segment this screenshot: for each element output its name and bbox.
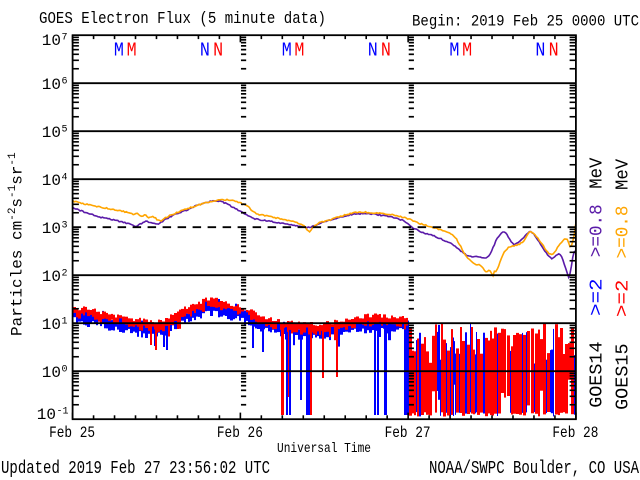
svg-text:NOAA/SWPC Boulder, CO USA: NOAA/SWPC Boulder, CO USA — [429, 459, 639, 479]
svg-text:N: N — [535, 40, 545, 62]
svg-text:Begin: 2019 Feb 25 0000 UTC: Begin: 2019 Feb 25 0000 UTC — [412, 13, 639, 31]
svg-text:M: M — [127, 40, 137, 62]
svg-text:6: 6 — [62, 77, 68, 88]
svg-text:4: 4 — [62, 173, 68, 184]
svg-text:N: N — [381, 40, 391, 62]
svg-text:M: M — [294, 40, 304, 62]
svg-text:10: 10 — [42, 76, 61, 94]
svg-text:N: N — [549, 40, 559, 62]
svg-text:GOES14: GOES14 — [587, 342, 607, 408]
svg-text:Particles cm-2s-1sr-1: Particles cm-2s-1sr-1 — [7, 152, 27, 336]
svg-text:10: 10 — [42, 268, 61, 286]
svg-text:5: 5 — [62, 125, 68, 136]
svg-text:0: 0 — [62, 365, 68, 376]
svg-text:7: 7 — [62, 33, 68, 44]
svg-text:1: 1 — [62, 317, 68, 328]
svg-text:Feb 26: Feb 26 — [217, 424, 263, 442]
svg-text:Feb 27: Feb 27 — [385, 424, 431, 442]
svg-text:M: M — [282, 40, 292, 62]
svg-text:MeV: MeV — [613, 159, 633, 190]
svg-text:10: 10 — [42, 316, 61, 334]
svg-text:>=0.8: >=0.8 — [587, 204, 607, 257]
svg-text:-1: -1 — [57, 406, 69, 417]
svg-text:>=2: >=2 — [587, 278, 607, 316]
svg-text:10: 10 — [37, 406, 56, 424]
svg-text:10: 10 — [42, 124, 61, 142]
svg-text:>=0.8: >=0.8 — [613, 206, 633, 259]
svg-text:Universal Time: Universal Time — [277, 441, 371, 457]
svg-text:M: M — [449, 40, 459, 62]
svg-text:2: 2 — [62, 269, 68, 280]
svg-text:N: N — [368, 40, 378, 62]
svg-text:M: M — [114, 40, 124, 62]
svg-text:N: N — [200, 40, 210, 62]
svg-text:10: 10 — [42, 172, 61, 190]
svg-text:10: 10 — [42, 32, 61, 50]
svg-text:GOES Electron Flux (5 minute d: GOES Electron Flux (5 minute data) — [39, 10, 326, 29]
svg-text:Updated 2019 Feb 27 23:56:02 U: Updated 2019 Feb 27 23:56:02 UTC — [1, 459, 270, 479]
svg-text:GOES15: GOES15 — [613, 343, 633, 410]
svg-text:N: N — [213, 40, 223, 62]
svg-text:>=2: >=2 — [613, 280, 633, 318]
svg-text:10: 10 — [42, 364, 61, 382]
svg-text:10: 10 — [42, 220, 61, 238]
svg-text:Feb 28: Feb 28 — [552, 424, 598, 442]
svg-text:M: M — [462, 40, 472, 62]
svg-text:MeV: MeV — [587, 157, 607, 188]
svg-text:3: 3 — [62, 221, 68, 232]
svg-text:Feb 25: Feb 25 — [49, 424, 95, 442]
